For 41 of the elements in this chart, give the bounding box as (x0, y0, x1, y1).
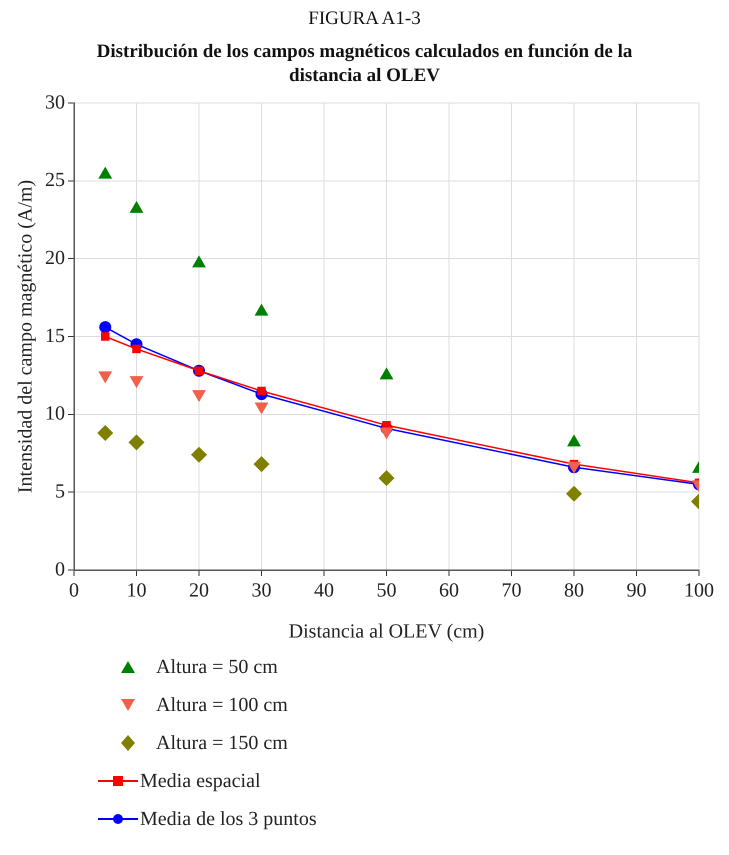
x-tick-label: 60 (439, 579, 459, 602)
point (566, 486, 582, 502)
x-tick-label: 20 (189, 579, 209, 602)
point (97, 425, 114, 442)
chart-subtitle: Distribución de los campos magnéticos calculados en función de la distancia al OLEV (96, 40, 634, 88)
y-tick-label: 25 (45, 169, 65, 192)
y-tick-label: 5 (55, 480, 65, 502)
y-tick-label: 30 (45, 91, 65, 114)
point (192, 255, 206, 268)
legend-label: Media espacial (140, 770, 260, 792)
x-tick-label: 30 (252, 579, 272, 602)
x-tick-label: 40 (314, 579, 334, 602)
point (254, 304, 268, 316)
point (101, 332, 110, 341)
point (378, 470, 394, 486)
y-axis-title: Intensidad del campo magnético (A/m) (14, 180, 36, 494)
chart-title: FIGURA A1-3 (307, 8, 422, 30)
point (99, 321, 112, 334)
point (254, 456, 270, 472)
x-tick-label: 90 (626, 579, 646, 602)
x-tick-label: 50 (376, 579, 396, 602)
x-tick-label: 0 (69, 579, 79, 602)
point (98, 166, 112, 179)
legend-label: Altura = 100 cm (156, 694, 288, 716)
point (132, 344, 141, 354)
x-tick-label: 100 (684, 579, 714, 602)
y-tick-label: 15 (45, 324, 65, 347)
legend-label: Altura = 150 cm (156, 732, 288, 754)
x-tick-label: 70 (502, 579, 522, 602)
point (191, 446, 207, 463)
point (128, 434, 144, 450)
y-tick-label: 10 (45, 402, 65, 425)
point (130, 200, 144, 213)
x-tick-label: 10 (126, 579, 146, 602)
y-tick-label: 20 (45, 246, 65, 269)
y-tick-label: 0 (55, 558, 65, 580)
x-axis-title: Distancia al OLEV (cm) (288, 620, 484, 642)
legend-label: Altura = 50 cm (156, 656, 278, 678)
legend-label: Media de los 3 puntos (140, 808, 317, 830)
point (257, 386, 266, 396)
x-tick-label: 80 (564, 579, 584, 602)
